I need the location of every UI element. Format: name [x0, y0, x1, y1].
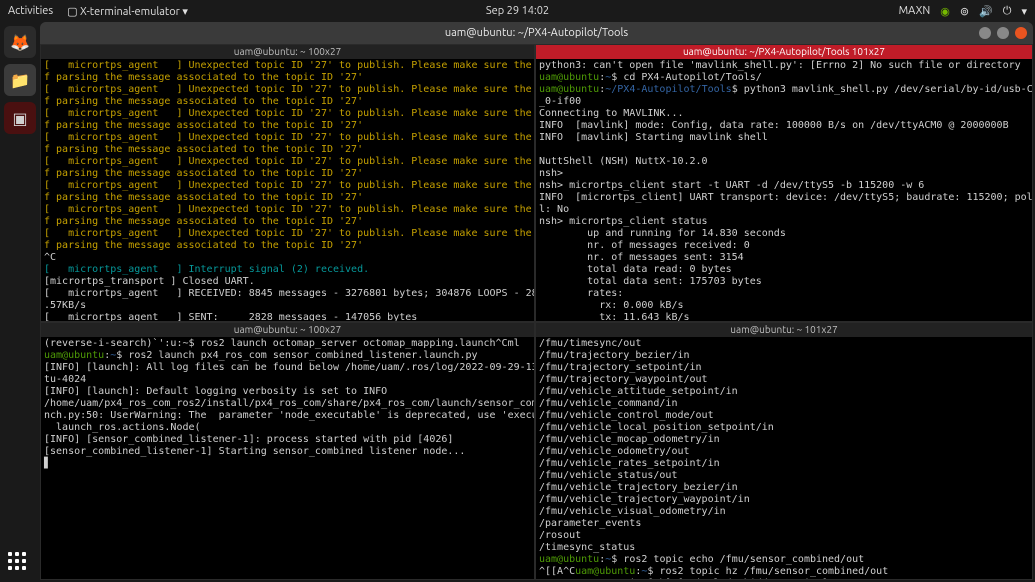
pane-title-br: uam@ubuntu: ~ 101x27 [536, 323, 1032, 337]
dock-files[interactable]: 📁 [4, 64, 36, 96]
pane-title-tl: uam@ubuntu: ~ 100x27 [41, 45, 534, 59]
show-applications[interactable] [8, 552, 30, 574]
window-titlebar: uam@ubuntu: ~/PX4-Autopilot/Tools [40, 22, 1033, 44]
maximize-button[interactable] [997, 27, 1009, 39]
pane-top-left[interactable]: uam@ubuntu: ~ 100x27 [ micrortps_agent ]… [40, 44, 535, 322]
dropdown-icon[interactable]: ▾ [1021, 5, 1027, 18]
dock: 🦊 📁 ▣ [0, 22, 40, 138]
terminal-tr[interactable]: python3: can't open file 'mavlink_shell.… [536, 59, 1032, 322]
pane-title-tr: uam@ubuntu: ~/PX4-Autopilot/Tools 101x27 [536, 45, 1032, 59]
pane-bottom-left[interactable]: uam@ubuntu: ~ 100x27 (reverse-i-search)`… [40, 322, 535, 580]
gnome-topbar: Activities ▢ X-terminal-emulator ▾ Sep 2… [0, 0, 1035, 22]
pane-bottom-right[interactable]: uam@ubuntu: ~ 101x27 /fmu/timesync/out /… [535, 322, 1033, 580]
pane-title-bl: uam@ubuntu: ~ 100x27 [41, 323, 534, 337]
terminal-tl[interactable]: [ micrortps_agent ] Unexpected topic ID … [41, 59, 534, 322]
close-button[interactable] [1015, 27, 1027, 39]
nvidia-icon[interactable]: ◉ [940, 5, 950, 18]
app-menu[interactable]: ▢ X-terminal-emulator ▾ [67, 5, 188, 18]
dock-terminal[interactable]: ▣ [4, 102, 36, 134]
dock-firefox[interactable]: 🦊 [4, 26, 36, 58]
clock[interactable]: Sep 29 14:02 [486, 5, 549, 17]
power-icon[interactable]: ⏻ [1003, 5, 1012, 18]
activities-button[interactable]: Activities [8, 5, 53, 17]
network-icon[interactable]: ⊚ [960, 5, 969, 18]
pane-top-right[interactable]: uam@ubuntu: ~/PX4-Autopilot/Tools 101x27… [535, 44, 1033, 322]
volume-icon[interactable]: 🔊 [979, 5, 993, 18]
maxn-indicator: MAXN [899, 5, 931, 17]
window-title: uam@ubuntu: ~/PX4-Autopilot/Tools [445, 27, 628, 39]
terminal-bl[interactable]: (reverse-i-search)`':u:~$ ros2 launch oc… [41, 337, 534, 471]
minimize-button[interactable] [979, 27, 991, 39]
terminal-br[interactable]: /fmu/timesync/out /fmu/trajectory_bezier… [536, 337, 1032, 580]
terminal-window: uam@ubuntu: ~/PX4-Autopilot/Tools uam@ub… [40, 22, 1033, 580]
